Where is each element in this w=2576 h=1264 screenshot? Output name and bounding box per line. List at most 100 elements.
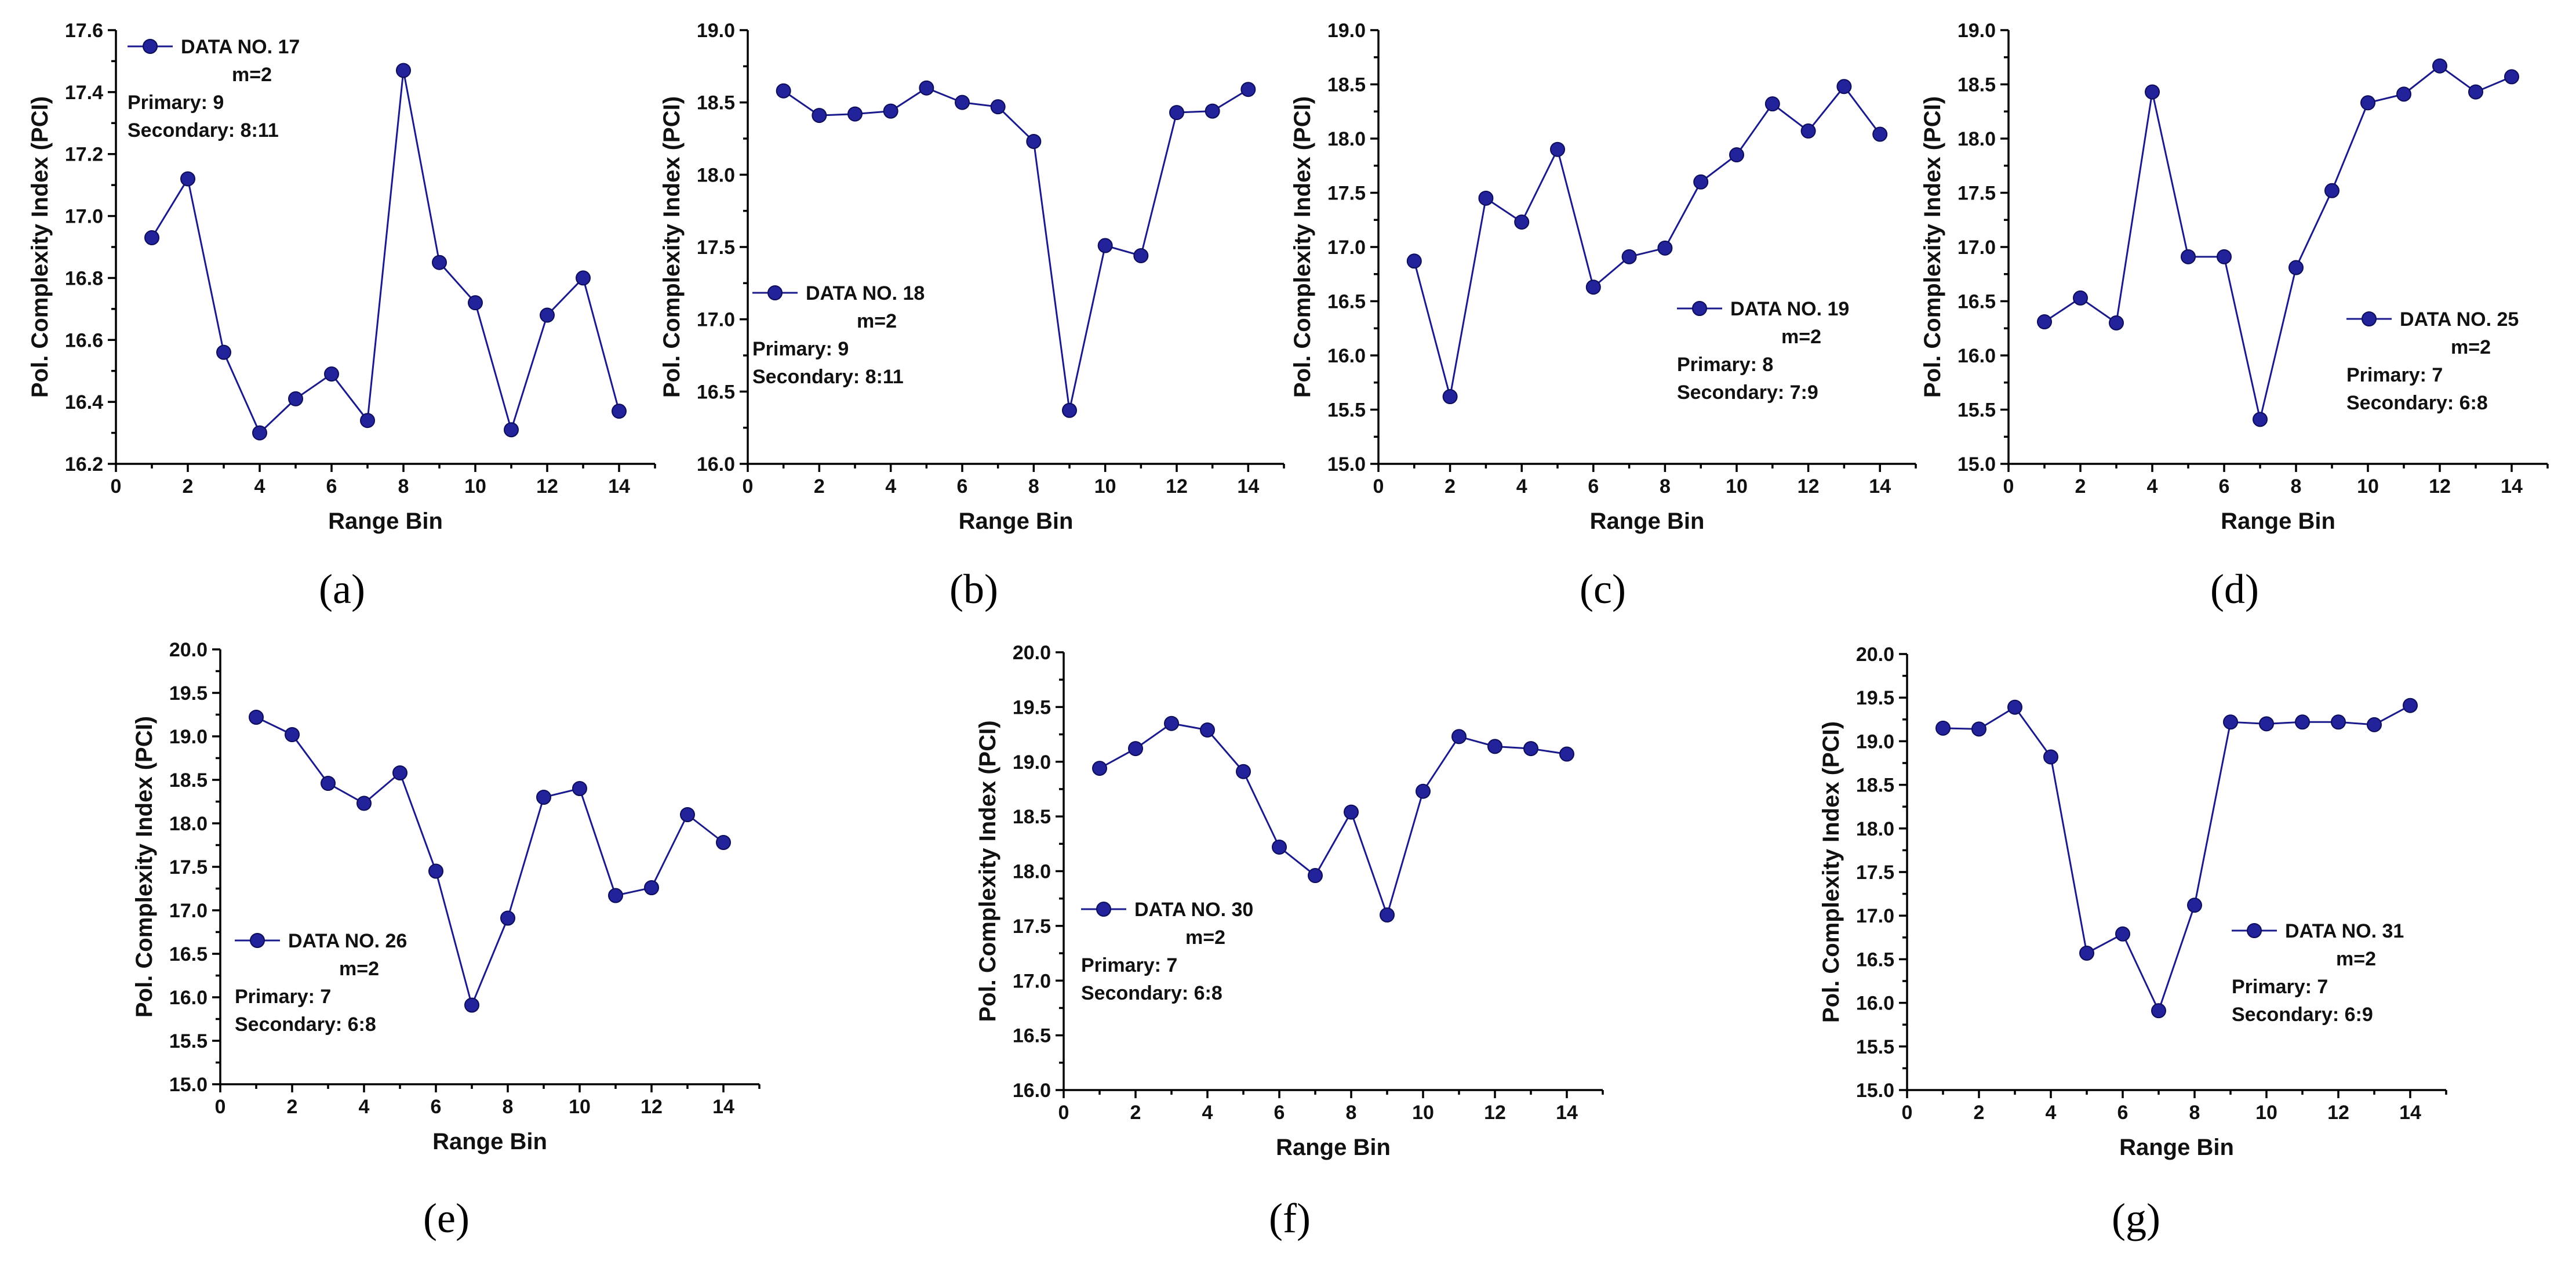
data-point: [716, 835, 731, 850]
data-point: [1200, 722, 1215, 738]
data-point: [1729, 147, 1744, 163]
data-point: [2079, 945, 2094, 961]
chart-panel-4: 0 2 4 6 8 10 12 14 15.0 15.5 16.0 16.5 17.0 17.5 18.0 1…: [1920, 20, 2549, 612]
x-tick-label: 6: [1588, 475, 1599, 497]
y-tick-label: 16.5: [1856, 949, 1894, 971]
data-point: [360, 413, 375, 428]
x-tick-label: 2: [1974, 1102, 1985, 1124]
y-axis-title: Pol. Complexity Index (PCI): [1290, 96, 1315, 398]
x-tick-label: 6: [1274, 1102, 1285, 1124]
data-point: [1621, 249, 1637, 264]
data-point: [2324, 183, 2339, 198]
data-point: [812, 108, 827, 124]
x-tick-label: 10: [1094, 475, 1116, 497]
data-point: [1487, 739, 1502, 754]
data-point: [919, 80, 934, 96]
y-tick-label: 18.5: [1327, 74, 1366, 96]
y-tick-label: 17.5: [1013, 916, 1051, 938]
data-point: [608, 888, 623, 903]
data-point: [1308, 868, 1323, 884]
legend-series-name: DATA NO. 25: [2400, 308, 2519, 330]
legend-m-value: m=2: [2336, 948, 2376, 970]
x-tick-label: 4: [2147, 475, 2158, 497]
data-point: [288, 391, 303, 406]
x-axis-title: Range Bin: [1276, 1135, 1391, 1160]
y-tick-label: 17.2: [65, 144, 103, 166]
y-tick-label: 19.0: [1327, 20, 1366, 42]
data-point: [2043, 749, 2058, 765]
x-tick-label: 12: [1484, 1102, 1506, 1124]
y-tick-label: 16.0: [1013, 1080, 1051, 1102]
y-tick-label: 16.5: [169, 943, 208, 965]
y-tick-label: 17.6: [65, 20, 103, 42]
legend-marker: [250, 933, 265, 948]
y-tick-label: 19.0: [1856, 731, 1894, 753]
y-tick-label: 19.0: [1958, 20, 1996, 42]
data-point: [2181, 249, 2196, 264]
x-tick-label: 2: [287, 1096, 298, 1118]
data-point: [1478, 190, 1494, 206]
y-tick-label: 17.0: [697, 309, 735, 331]
y-axis-title: Pol. Complexity Index (PCI): [975, 720, 1000, 1022]
data-point: [2288, 260, 2304, 275]
data-point: [180, 171, 195, 187]
data-point: [2037, 314, 2052, 330]
panel-label: (b): [949, 566, 998, 612]
legend-secondary: Secondary: 8:11: [128, 119, 279, 141]
data-point: [572, 781, 587, 796]
y-tick-label: 16.8: [65, 267, 103, 289]
legend-primary: Primary: 7: [2346, 364, 2443, 386]
y-tick-label: 17.5: [1958, 183, 1996, 205]
data-point: [1800, 123, 1816, 139]
x-tick-label: 12: [641, 1096, 663, 1118]
data-point: [2145, 84, 2160, 100]
data-point: [2259, 716, 2274, 732]
y-tick-label: 18.0: [169, 813, 208, 835]
x-tick-label: 2: [1130, 1102, 1141, 1124]
data-point: [252, 425, 267, 441]
y-tick-label: 19.0: [697, 20, 735, 42]
y-tick-label: 18.0: [1856, 818, 1894, 840]
x-tick-label: 0: [1902, 1102, 1913, 1124]
x-tick-label: 6: [2219, 475, 2230, 497]
x-tick-label: 8: [2291, 475, 2302, 497]
data-point: [1380, 907, 1395, 922]
legend-marker: [143, 39, 158, 54]
x-tick-label: 2: [1445, 475, 1456, 497]
x-tick-label: 12: [1166, 475, 1188, 497]
x-tick-label: 14: [1869, 475, 1891, 497]
y-tick-label: 18.5: [1958, 74, 1996, 96]
data-point: [1693, 174, 1709, 190]
series-line: [151, 70, 620, 435]
y-axis-title: Pol. Complexity Index (PCI): [1818, 721, 1844, 1023]
panel-label: (c): [1580, 566, 1626, 612]
x-tick-label: 6: [431, 1096, 442, 1118]
x-axis-title: Range Bin: [2119, 1135, 2234, 1160]
x-tick-label: 4: [2046, 1102, 2057, 1124]
x-tick-label: 0: [215, 1096, 226, 1118]
data-point: [1451, 729, 1467, 744]
legend-m-value: m=2: [2451, 336, 2491, 358]
chart-panel-2: 0 2 4 6 8 10 12 14 16.0 16.5 17.0 17.5 18.0 18.5 19.0 R…: [659, 20, 1285, 612]
y-tick-label: 19.0: [169, 726, 208, 748]
data-point: [432, 255, 447, 270]
legend-marker: [767, 285, 783, 300]
y-tick-label: 18.0: [1958, 128, 1996, 150]
legend-secondary: Secondary: 6:8: [1081, 982, 1222, 1004]
legend-marker: [1096, 902, 1111, 917]
y-tick-label: 19.5: [169, 682, 208, 704]
data-point: [356, 796, 372, 811]
data-point: [468, 295, 483, 311]
x-tick-label: 2: [183, 475, 194, 497]
legend-m-value: m=2: [1185, 927, 1225, 949]
panel-label: (a): [319, 566, 365, 612]
data-point: [2223, 714, 2238, 730]
data-point: [2403, 698, 2418, 713]
y-tick-label: 17.4: [65, 82, 103, 104]
y-tick-label: 16.0: [1327, 345, 1366, 367]
x-tick-label: 4: [1202, 1102, 1213, 1124]
data-point: [2396, 86, 2411, 102]
legend-secondary: Secondary: 8:11: [752, 366, 904, 388]
data-point: [990, 99, 1006, 115]
legend-m-value: m=2: [232, 64, 272, 86]
